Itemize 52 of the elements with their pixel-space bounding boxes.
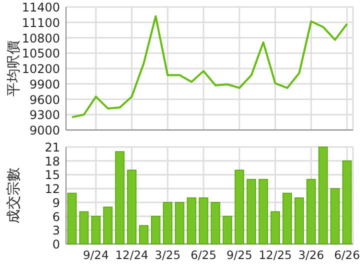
bar [318,146,328,244]
bar [306,178,316,244]
x-tick-label: 3/25 [154,248,181,262]
y-tick-label: 10800 [22,31,60,46]
y-tick-label: 0 [52,238,60,252]
bar [234,170,244,244]
bar [127,170,136,244]
bar [162,202,172,244]
bar [150,216,160,244]
line-series [70,15,348,118]
bar [139,225,148,244]
x-tick-label: 9/25 [226,248,252,262]
y-tick-label: 9 [52,196,60,210]
bar [342,160,352,244]
x-tick-label: 6/25 [190,248,216,262]
bar [282,192,292,244]
bar [210,202,220,244]
bar [115,151,125,244]
x-tick-label: 3/26 [298,248,324,262]
y-axis-title: 成交宗數 [6,168,22,224]
y-tick-label: 9300 [29,108,60,122]
bar [258,178,268,244]
bar [174,202,184,244]
y-tick-label: 15 [44,168,60,182]
y-tick-label: 3 [52,224,60,238]
bar [79,211,89,244]
x-tick-label: 12/25 [258,248,292,262]
bar [91,216,101,244]
y-tick-label: 21 [44,140,60,154]
y-tick-label: 11400 [22,0,60,14]
y-tick-label: 9000 [29,124,60,138]
y-tick-label: 11100 [22,16,60,30]
y-tick-label: 9900 [29,77,60,92]
bar [294,197,304,244]
bar [222,216,232,244]
y-tick-label: 9600 [29,92,60,107]
bar [198,197,208,244]
bar [270,211,280,244]
y-axis-title: 平均呎價 [6,40,22,96]
y-tick-label: 10500 [22,46,60,61]
bar [103,206,113,244]
y-tick-label: 18 [44,154,60,168]
bar [330,188,340,244]
x-tick-label: 6/26 [334,248,360,262]
y-tick-label: 6 [52,210,60,224]
bar [246,178,256,244]
x-tick-label: 9/24 [82,248,109,262]
y-tick-label: 10200 [22,62,60,76]
bar [186,197,196,244]
x-tick-label: 12/24 [115,248,148,262]
y-tick-label: 12 [44,182,60,196]
bar [67,192,77,244]
